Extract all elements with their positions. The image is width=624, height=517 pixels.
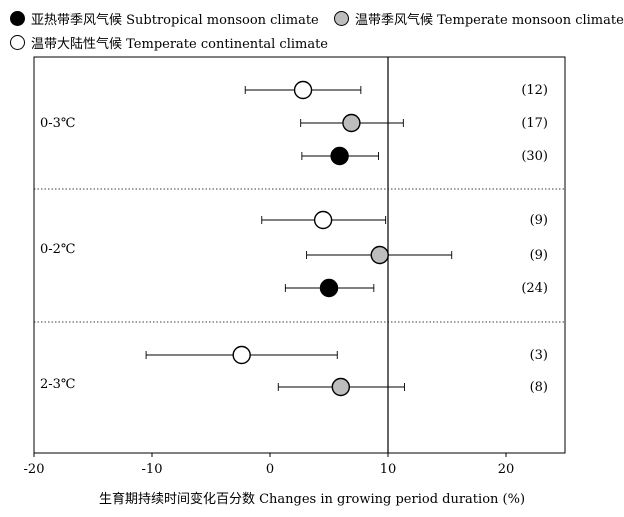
x-axis-label: 生育期持续时间变化百分数 Changes in growing period d… bbox=[98, 492, 526, 507]
group-label: 0-2℃ bbox=[40, 242, 75, 257]
legend-item-temperate-continental: 温带大陆性气候 Temperate continental climate bbox=[10, 33, 328, 52]
legend-swatch-temperate-monsoon bbox=[334, 11, 349, 26]
legend-swatch-temperate-continental bbox=[10, 35, 25, 50]
x-tick-label: 0 bbox=[266, 462, 274, 477]
group-label: 0-3℃ bbox=[40, 116, 75, 131]
legend-label-subtropical: 亚热带季风气候 Subtropical monsoon climate bbox=[31, 13, 319, 28]
legend-item-temperate-monsoon: 温带季风气候 Temperate monsoon climate bbox=[334, 9, 624, 28]
data-point bbox=[232, 345, 251, 365]
data-point bbox=[342, 113, 361, 133]
data-point bbox=[330, 146, 349, 166]
data-point bbox=[313, 210, 333, 230]
sample-size-label: (3) bbox=[530, 348, 548, 363]
plot-frame bbox=[33, 56, 566, 454]
legend-label-temperate-monsoon: 温带季风气候 Temperate monsoon climate bbox=[355, 13, 624, 28]
sample-size-label: (17) bbox=[521, 116, 548, 131]
legend-swatch-subtropical bbox=[10, 11, 25, 26]
data-point bbox=[319, 278, 339, 298]
legend-item-subtropical: 亚热带季风气候 Subtropical monsoon climate bbox=[10, 9, 319, 28]
sample-size-label: (8) bbox=[530, 380, 548, 395]
sample-size-label: (9) bbox=[530, 248, 548, 263]
group-labels: 0-3℃ 0-2℃ 2-3℃ bbox=[40, 116, 75, 392]
x-tick-label: 10 bbox=[380, 462, 397, 477]
forest-plot: -20 -10 0 10 20 (12) (17) (30) (9) (9) (24) (3) (8)… bbox=[24, 56, 566, 477]
group-label: 2-3℃ bbox=[40, 377, 75, 392]
sample-size-label: (9) bbox=[530, 213, 548, 228]
x-tick-label: -20 bbox=[24, 462, 45, 477]
x-tick-label: -10 bbox=[142, 462, 163, 477]
data-point bbox=[331, 377, 350, 397]
data-point bbox=[370, 245, 389, 265]
legend: 亚热带季风气候 Subtropical monsoon climate 温带季风… bbox=[0, 0, 624, 56]
x-tick-label: 20 bbox=[498, 462, 515, 477]
x-axis: -20 -10 0 10 20 bbox=[24, 453, 515, 477]
sample-size-label: (12) bbox=[521, 83, 548, 98]
data-point bbox=[293, 80, 313, 100]
data-rows: (12) (17) (30) (9) (9) (24) (3) (8) bbox=[145, 80, 548, 397]
sample-size-label: (30) bbox=[521, 149, 548, 164]
legend-label-temperate-continental: 温带大陆性气候 Temperate continental climate bbox=[31, 37, 329, 52]
group-separators bbox=[34, 188, 565, 323]
sample-size-label: (24) bbox=[521, 281, 548, 296]
